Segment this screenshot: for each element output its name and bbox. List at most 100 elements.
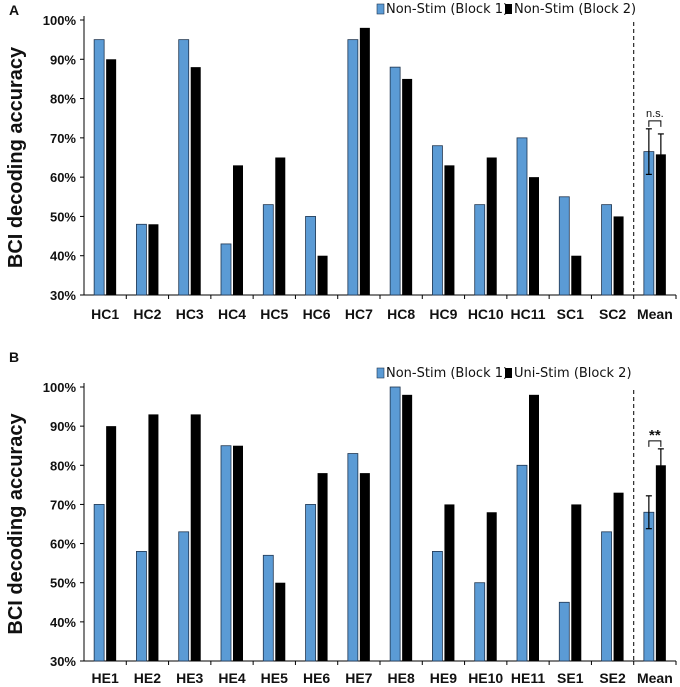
chart-panel-a: A BCI decoding accuracy 30% 40% 50% 60% 70% 80%… — [5, 2, 677, 322]
bar-block1-se1 — [558, 601, 570, 662]
bar-block1-he7 — [347, 453, 359, 662]
bar-block1-hc9 — [432, 145, 443, 296]
bar-block2-he6 — [317, 473, 328, 661]
y-tick-label: 100% — [43, 13, 77, 28]
y-tick-label: 50% — [50, 576, 76, 591]
x-tick-label: HC6 — [303, 306, 331, 322]
x-tick-label: HC3 — [176, 306, 204, 322]
bar-block1-hc6 — [305, 216, 316, 296]
x-tick-label: HC5 — [260, 306, 288, 322]
y-tick-label: 90% — [50, 419, 76, 434]
x-tick-label: HE10 — [468, 670, 503, 686]
x-tick-label: HE9 — [430, 670, 457, 686]
bar-block2-he2 — [148, 414, 159, 661]
y-tick-label: 70% — [50, 131, 76, 146]
x-tick-label: HC1 — [91, 306, 119, 322]
x-tick-label: HE1 — [92, 670, 119, 686]
bar-block1-he9 — [432, 551, 443, 662]
bar-block1-hc4 — [220, 243, 232, 296]
bar-block1-he2 — [136, 551, 147, 662]
legend-swatch-2 — [505, 368, 512, 378]
legend-swatch-1 — [376, 3, 385, 15]
bar-block2-hc7 — [359, 27, 370, 295]
bar-block2-he4 — [233, 445, 243, 661]
legend-label-1: Non-Stim (Block 1) — [386, 2, 508, 17]
y-tick-label: 40% — [50, 249, 76, 264]
x-tick-label: HE6 — [303, 670, 330, 686]
y-tick-label: 30% — [50, 288, 76, 303]
bar-block2-he11 — [529, 394, 539, 661]
bar-block2-se2 — [613, 492, 624, 661]
y-tick-label: 90% — [50, 52, 76, 67]
legend-label-2: Non-Stim (Block 2) — [514, 2, 636, 17]
bar-block1-hc3 — [178, 39, 190, 296]
bar-block1-he3 — [178, 531, 190, 662]
bar-block1-he5 — [262, 554, 274, 662]
legend-swatch-2 — [505, 4, 512, 14]
bar-block1-sc1 — [558, 196, 570, 296]
y-tick-label: 60% — [50, 537, 76, 552]
x-tick-label: SC2 — [599, 306, 626, 322]
x-tick-label: HE11 — [511, 670, 545, 686]
significance-bracket — [648, 440, 662, 447]
x-tick-label: HC8 — [387, 306, 415, 322]
y-tick-label: 50% — [50, 209, 76, 224]
bar-block1-mean — [643, 511, 655, 662]
bar-block2-hc11 — [529, 177, 539, 295]
x-tick-label: HC10 — [468, 306, 504, 322]
x-tick-label: SC1 — [557, 306, 584, 322]
bar-block1-hc7 — [347, 39, 359, 296]
bar-block2-mean — [655, 465, 666, 661]
y-tick-label: 30% — [50, 654, 76, 669]
x-tick-label: HE2 — [134, 670, 161, 686]
bar-block2-he7 — [359, 473, 370, 661]
bar-block2-sc1 — [571, 255, 582, 295]
x-tick-label: Mean — [637, 670, 673, 686]
bar-block2-he5 — [275, 582, 286, 661]
y-tick-label: 80% — [50, 458, 76, 473]
bar-block2-he8 — [402, 394, 413, 661]
bar-block1-he8 — [389, 386, 401, 662]
bar-block1-hc11 — [516, 137, 528, 296]
bar-block2-hc4 — [233, 165, 243, 295]
x-tick-label: HC2 — [133, 306, 161, 322]
x-tick-label: HE5 — [261, 670, 288, 686]
x-tick-label: SE2 — [599, 670, 626, 686]
bar-block1-he10 — [474, 582, 486, 662]
bar-block2-hc2 — [148, 224, 159, 295]
bar-block2-hc10 — [486, 157, 497, 295]
legend-label-2: Uni-Stim (Block 2) — [514, 366, 632, 381]
legend-label-1: Non-Stim (Block 1) — [386, 366, 508, 381]
bar-block2-hc3 — [190, 67, 201, 296]
significance-label: ** — [649, 427, 661, 444]
bar-block1-he1 — [93, 504, 105, 662]
panel-label: B — [9, 349, 19, 365]
bar-block2-mean — [655, 154, 666, 295]
bar-block2-hc5 — [275, 157, 286, 295]
bar-block1-he4 — [220, 445, 232, 662]
bar-block2-hc8 — [402, 78, 413, 295]
x-tick-label: HC11 — [510, 306, 545, 322]
bar-block2-sc2 — [613, 216, 624, 295]
panel-label: A — [9, 2, 19, 18]
x-tick-label: HE8 — [388, 670, 415, 686]
y-tick-label: 80% — [50, 92, 76, 107]
bar-block1-hc5 — [262, 204, 274, 296]
bar-block1-hc1 — [93, 39, 105, 296]
y-tick-label: 60% — [50, 170, 76, 185]
x-tick-label: Mean — [637, 306, 673, 322]
bar-block2-he9 — [444, 504, 455, 661]
bar-block2-he3 — [190, 414, 201, 661]
bar-block2-he10 — [486, 512, 497, 661]
significance-label: n.s. — [646, 108, 664, 120]
bar-block2-hc6 — [317, 255, 328, 295]
bar-block1-sc2 — [601, 204, 612, 296]
x-tick-label: HE4 — [218, 670, 245, 686]
x-tick-label: SE1 — [557, 670, 584, 686]
bar-block1-he11 — [516, 464, 528, 662]
y-axis-label: BCI decoding accuracy — [5, 413, 27, 635]
x-tick-label: HC9 — [429, 306, 457, 322]
bar-block2-hc1 — [106, 59, 117, 296]
chart-panel-b: B BCI decoding accuracy 30% 40% 50% 60% 70% 80%… — [5, 349, 677, 686]
